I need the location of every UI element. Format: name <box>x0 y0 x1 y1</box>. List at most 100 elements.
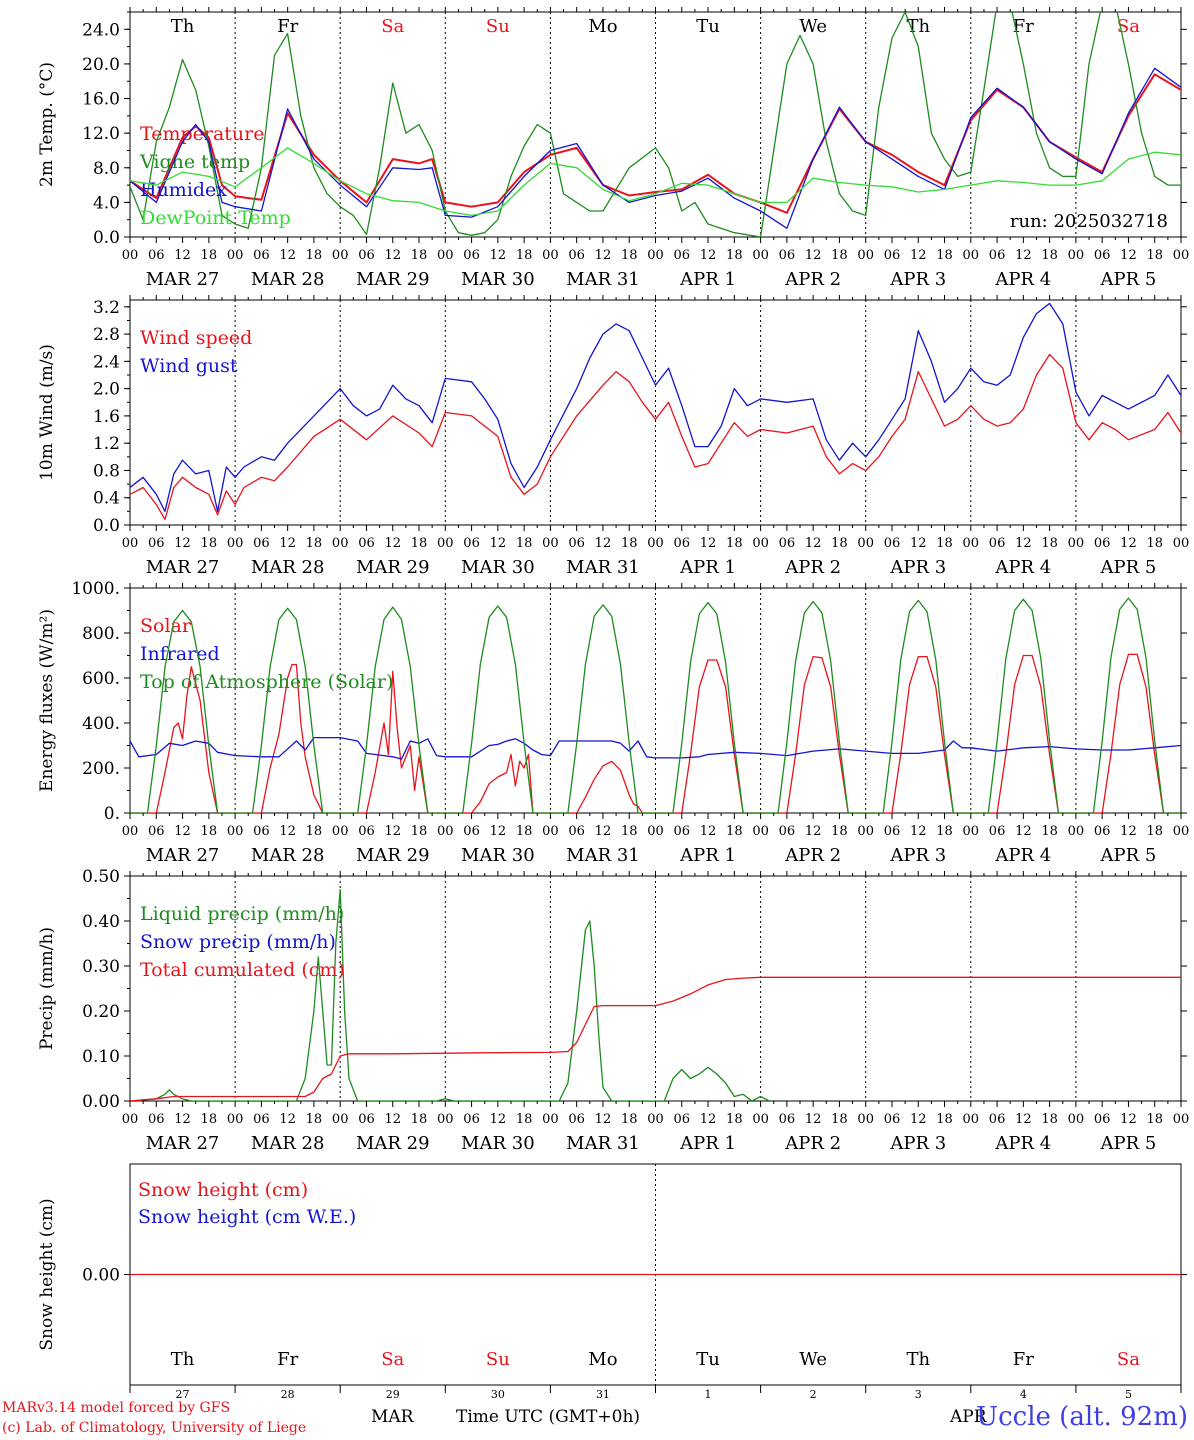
hour-label: 12 <box>1015 1112 1032 1127</box>
hour-label: 00 <box>437 248 454 263</box>
hour-label: 00 <box>752 536 769 551</box>
date-label: APR 5 <box>1100 269 1157 290</box>
hour-label: 00 <box>542 248 559 263</box>
hour-label: 12 <box>910 248 927 263</box>
legend-entry: Infrared <box>140 643 220 665</box>
hour-label: 12 <box>384 536 401 551</box>
y-tick-label: 0.00 <box>82 1092 120 1112</box>
day-number: 30 <box>491 1388 505 1401</box>
date-label: MAR 29 <box>356 1133 430 1154</box>
hour-label: 06 <box>253 536 270 551</box>
hour-label: 06 <box>253 824 270 839</box>
y-axis-title: Energy fluxes (W/m²) <box>37 609 57 792</box>
hour-label: 00 <box>122 536 139 551</box>
hour-label: 12 <box>279 536 296 551</box>
hour-label: 00 <box>542 536 559 551</box>
date-label: MAR 28 <box>251 1133 325 1154</box>
day-number: 3 <box>915 1388 922 1401</box>
series-line-top-of-atmosphere-solar- <box>130 597 1181 813</box>
hour-label: 00 <box>437 1112 454 1127</box>
hour-label: 00 <box>437 536 454 551</box>
series-line-humidex <box>130 67 1181 229</box>
series-line-total-cumulated-cm- <box>130 976 1181 1101</box>
hour-label: 00 <box>857 824 874 839</box>
y-axis-title: Snow height (cm) <box>37 1198 57 1350</box>
legend-entry: Top of Atmosphere (Solar) <box>140 671 393 693</box>
legend-entry: Humidex <box>140 179 227 201</box>
panel-1: 0.0 4.0 8.0 12.0 16.0 20.0 24.0 2m Temp. (°C) 00… <box>37 7 1189 290</box>
hour-label: 18 <box>936 1112 953 1127</box>
hour-label: 06 <box>148 824 165 839</box>
hour-label: 18 <box>1041 1112 1058 1127</box>
hour-label: 00 <box>227 248 244 263</box>
hour-label: 00 <box>647 536 664 551</box>
hour-label: 18 <box>621 248 638 263</box>
hour-label: 18 <box>831 1112 848 1127</box>
hour-label: 12 <box>805 248 822 263</box>
hour-label: 12 <box>1120 824 1137 839</box>
legend-entry: Wind gust <box>140 355 238 377</box>
hour-label: 12 <box>174 1112 191 1127</box>
hour-label: 12 <box>490 536 507 551</box>
hour-label: 06 <box>253 1112 270 1127</box>
hour-label: 06 <box>568 248 585 263</box>
y-tick-label: 2.8 <box>93 325 120 345</box>
hour-label: 00 <box>963 248 980 263</box>
hour-label: 18 <box>411 248 428 263</box>
hour-label: 18 <box>516 824 533 839</box>
hour-label: 06 <box>1094 248 1111 263</box>
y-tick-label: 1.2 <box>93 434 120 454</box>
time-axis-label: Time UTC (GMT+0h) <box>456 1407 641 1427</box>
hour-label: 06 <box>989 536 1006 551</box>
hour-label: 06 <box>884 824 901 839</box>
hour-label: 00 <box>752 824 769 839</box>
date-label: APR 4 <box>994 1133 1051 1154</box>
hour-label: 06 <box>674 1112 691 1127</box>
hour-label: 12 <box>1015 248 1032 263</box>
hour-label: 06 <box>148 536 165 551</box>
hour-label: 18 <box>831 536 848 551</box>
date-label: APR 3 <box>889 1133 946 1154</box>
y-tick-label: 3.2 <box>93 298 120 318</box>
hour-label: 18 <box>411 824 428 839</box>
hour-label: 06 <box>779 1112 796 1127</box>
y-tick-label: 0.30 <box>82 957 120 977</box>
hour-label: 18 <box>516 536 533 551</box>
legend-entry: Total cumulated (cm) <box>140 959 345 981</box>
hour-label: 00 <box>647 1112 664 1127</box>
day-number: 27 <box>176 1388 190 1401</box>
date-label: MAR 28 <box>251 557 325 578</box>
hour-label: 06 <box>148 248 165 263</box>
weekday-label: Sa <box>1117 16 1140 37</box>
weekday-label: Sa <box>381 16 404 37</box>
hour-label: 18 <box>621 536 638 551</box>
weekday-label: Fr <box>277 16 298 37</box>
hour-label: 00 <box>122 824 139 839</box>
y-tick-label: 1000. <box>71 579 120 599</box>
series-line-infrared <box>130 736 1181 760</box>
y-tick-label: 0.4 <box>93 489 120 509</box>
hour-label: 12 <box>700 248 717 263</box>
hour-label: 18 <box>831 824 848 839</box>
hour-label: 00 <box>542 824 559 839</box>
date-label: MAR 30 <box>461 845 535 866</box>
date-label: APR 3 <box>889 845 946 866</box>
hour-label: 12 <box>805 1112 822 1127</box>
weekday-label: Th <box>906 1349 930 1370</box>
hour-label: 00 <box>332 536 349 551</box>
station-label: Uccle (alt. 92m) <box>976 1402 1188 1432</box>
hour-label: 00 <box>1068 824 1085 839</box>
hour-label: 18 <box>516 248 533 263</box>
hour-label: 06 <box>989 248 1006 263</box>
hour-label: 12 <box>1120 248 1137 263</box>
hour-label: 12 <box>490 824 507 839</box>
weekday-label: Su <box>486 1349 510 1370</box>
date-label: APR 2 <box>784 1133 841 1154</box>
y-tick-label: 16.0 <box>82 90 120 110</box>
day-number: 4 <box>1020 1388 1027 1401</box>
series-line-wind-gust <box>130 302 1181 513</box>
day-number: 2 <box>810 1388 817 1401</box>
date-label: MAR 31 <box>566 557 640 578</box>
hour-label: 12 <box>910 536 927 551</box>
